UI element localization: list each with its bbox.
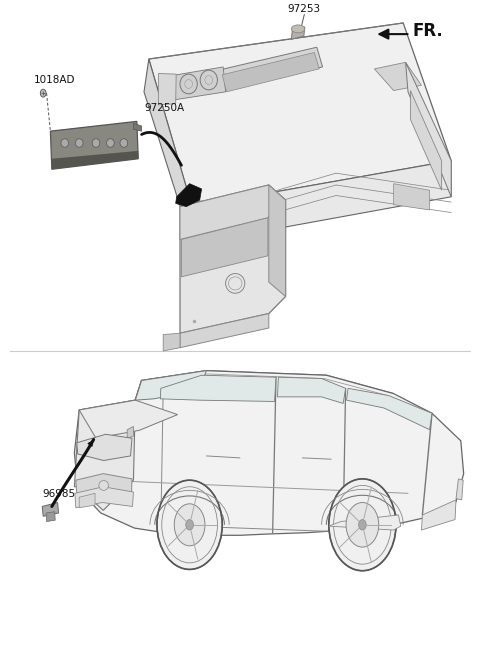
Polygon shape [410, 91, 442, 190]
Circle shape [329, 479, 396, 571]
Circle shape [346, 502, 379, 547]
Circle shape [40, 89, 46, 97]
Polygon shape [173, 67, 226, 100]
Polygon shape [77, 434, 132, 461]
Polygon shape [406, 62, 451, 197]
Text: 97250A: 97250A [144, 103, 184, 113]
Polygon shape [158, 73, 176, 105]
Polygon shape [79, 493, 95, 508]
Ellipse shape [61, 139, 69, 148]
Polygon shape [192, 161, 451, 244]
Ellipse shape [99, 480, 108, 490]
Polygon shape [160, 375, 276, 401]
Polygon shape [374, 62, 421, 91]
Ellipse shape [120, 139, 128, 148]
Polygon shape [74, 400, 135, 510]
Polygon shape [394, 184, 430, 210]
Polygon shape [135, 371, 394, 413]
Circle shape [186, 520, 193, 530]
Polygon shape [456, 479, 463, 500]
Polygon shape [291, 27, 305, 39]
Polygon shape [75, 487, 133, 508]
Text: FR.: FR. [413, 22, 444, 41]
Ellipse shape [92, 139, 100, 148]
Polygon shape [76, 474, 132, 495]
Polygon shape [149, 23, 451, 207]
Ellipse shape [75, 139, 83, 148]
Polygon shape [135, 371, 206, 400]
Circle shape [359, 520, 366, 530]
Polygon shape [269, 185, 286, 297]
Polygon shape [50, 121, 138, 169]
Polygon shape [127, 426, 133, 438]
Polygon shape [180, 185, 286, 333]
Polygon shape [277, 377, 346, 403]
Polygon shape [329, 515, 401, 530]
Circle shape [174, 504, 205, 546]
Polygon shape [218, 47, 323, 90]
Polygon shape [222, 52, 319, 92]
Polygon shape [144, 59, 192, 244]
Text: 97253: 97253 [288, 4, 321, 14]
Polygon shape [180, 185, 286, 239]
Circle shape [157, 480, 222, 569]
Polygon shape [163, 333, 180, 351]
Polygon shape [46, 512, 55, 522]
Polygon shape [181, 218, 268, 277]
Polygon shape [421, 500, 456, 530]
Polygon shape [52, 151, 138, 169]
Text: 1018AD: 1018AD [34, 75, 75, 85]
Polygon shape [192, 201, 202, 223]
Polygon shape [42, 502, 59, 516]
Polygon shape [79, 400, 178, 438]
Polygon shape [74, 371, 464, 535]
Polygon shape [347, 388, 432, 430]
Polygon shape [133, 123, 142, 131]
Text: 96985: 96985 [42, 489, 75, 499]
Ellipse shape [107, 139, 114, 148]
Polygon shape [176, 184, 202, 207]
Ellipse shape [291, 25, 305, 33]
Polygon shape [180, 314, 269, 348]
